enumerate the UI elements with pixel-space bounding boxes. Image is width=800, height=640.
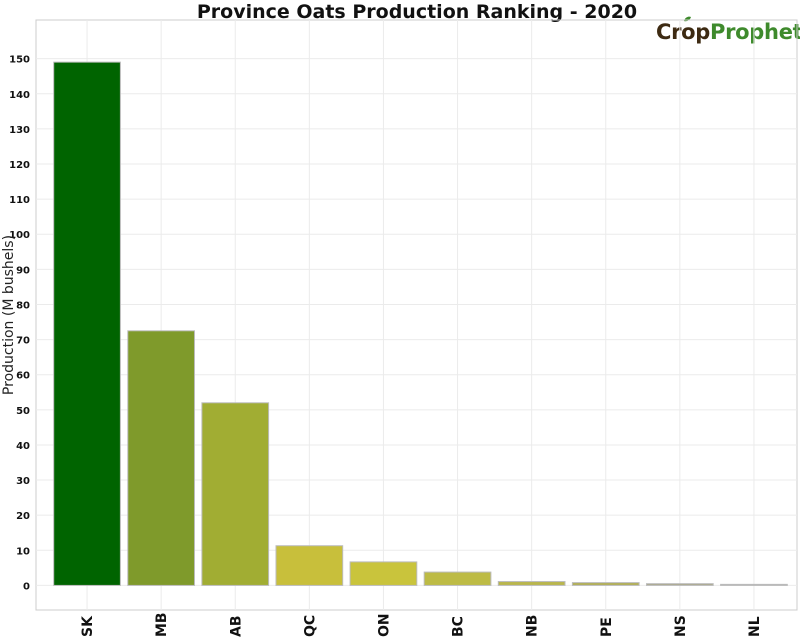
bars [53,61,788,586]
bar [275,545,344,586]
y-tick-label: 100 [9,230,30,241]
bar [423,571,492,586]
plot-area [35,19,798,611]
bar [349,561,418,586]
y-axis-label: Production (M bushels) [1,235,17,395]
y-tick-label: 10 [16,546,30,557]
bar [497,581,566,586]
bar [720,583,788,586]
y-tick-label: 120 [9,160,30,171]
bar [646,583,714,586]
bar [201,402,270,586]
x-tick-label: NL [747,616,763,637]
y-tick-label: 90 [16,265,30,276]
y-tick-label: 30 [16,476,30,487]
cropprophet-logo: CropProphet [656,16,800,44]
x-tick-label: NS [673,615,689,637]
x-tick-label: MB [154,612,170,637]
logo-prophet-text: Prophet [710,20,800,44]
x-tick-label: NB [525,615,541,637]
y-tick-label: 40 [16,441,30,452]
x-axis: SK MB AB QC ON BC NB PE NS NL [80,612,763,637]
x-tick-label: SK [80,615,96,637]
y-tick-label: 150 [9,55,30,66]
bar [571,582,640,586]
x-tick-label: AB [228,615,244,637]
y-tick-label: 80 [16,300,30,311]
x-tick-label: ON [376,613,392,637]
x-tick-label: PE [599,617,615,637]
x-tick-label: BC [451,616,467,637]
y-tick-label: 20 [16,511,30,522]
bar [127,330,195,586]
y-tick-label: 130 [9,125,30,136]
y-axis: 0 10 20 30 40 50 60 70 80 90 100 110 120 130 140 150 [9,55,30,593]
y-tick-label: 110 [9,195,30,206]
y-tick-label: 0 [23,581,30,592]
y-tick-label: 60 [16,371,30,382]
x-tick-label: QC [302,615,318,637]
chart-title: Province Oats Production Ranking - 2020 [196,1,638,23]
y-tick-label: 50 [16,406,30,417]
y-tick-label: 140 [9,90,30,101]
bar [53,61,121,586]
y-tick-label: 70 [16,336,30,347]
logo-crop-text: Crop [656,20,711,44]
